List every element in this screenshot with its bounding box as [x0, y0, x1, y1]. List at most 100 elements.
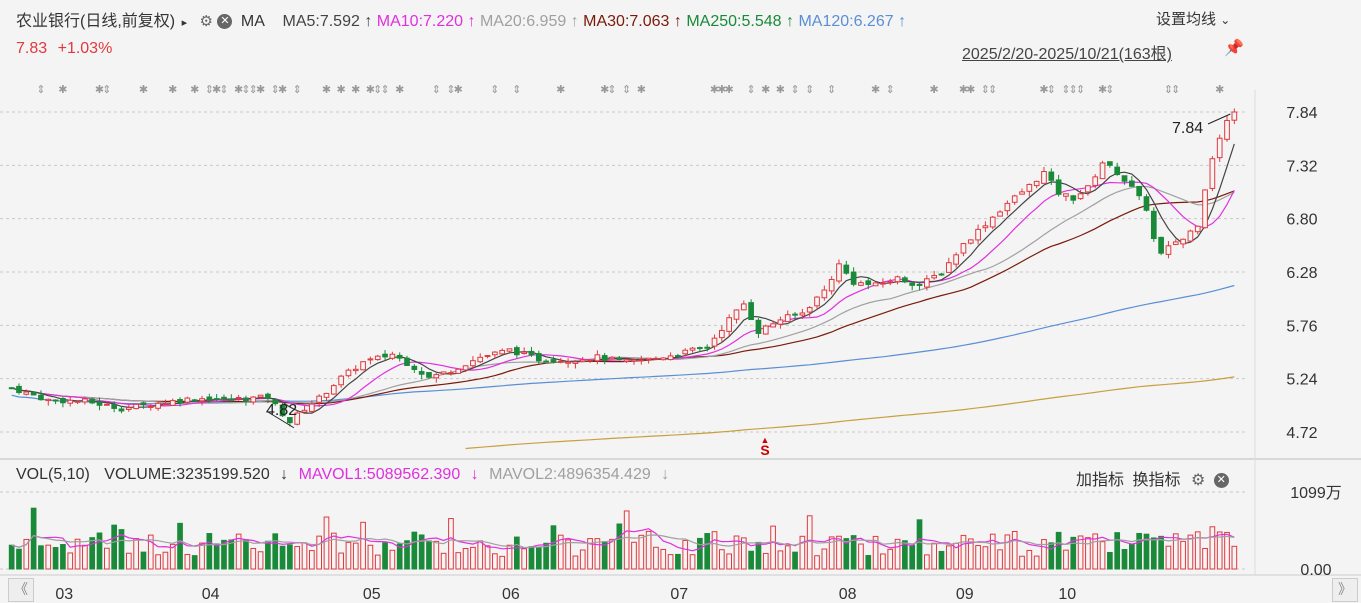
candle-body — [916, 283, 923, 286]
chart-annotations: 7.84 4.82 S▲ — [266, 113, 1231, 458]
date-range-label: 2025/2/20-2025/10/21(163根) — [962, 46, 1172, 63]
volume-bar — [96, 532, 103, 570]
pin-icon[interactable]: 📌 — [1224, 40, 1244, 57]
x-tick-label: 05 — [363, 586, 381, 603]
volume-bar — [799, 535, 806, 570]
close-icon[interactable]: ✕ — [1213, 473, 1229, 489]
candle-body — [235, 396, 242, 399]
volume-bar — [279, 545, 286, 570]
volume-bar — [1172, 533, 1179, 570]
event-marker-icon: ⇕ — [805, 83, 814, 96]
candle — [265, 392, 271, 404]
candle — [484, 354, 491, 359]
candle-body — [1224, 119, 1230, 140]
candle-body — [396, 354, 403, 359]
volume-bar — [675, 553, 681, 570]
chevron-down-icon: ⌄ — [1220, 13, 1231, 27]
gear-icon[interactable]: ⚙ — [199, 13, 213, 30]
candle-body — [1063, 193, 1069, 197]
candle — [755, 318, 762, 339]
candle-body — [1114, 166, 1121, 176]
volume-bar — [389, 549, 396, 570]
candle-body — [1121, 175, 1128, 182]
volume-bar — [718, 549, 725, 570]
candle — [1128, 176, 1135, 187]
scroll-right-button[interactable]: 》 — [1332, 578, 1358, 602]
candle — [594, 350, 601, 365]
volume-bar — [455, 552, 462, 570]
volume-bar — [1004, 534, 1011, 570]
candle-body — [1099, 162, 1106, 180]
volume-bar — [82, 544, 88, 570]
volume-bar — [1048, 542, 1055, 570]
ma20-arrow: ↑ — [570, 13, 579, 30]
volume-bar — [1085, 537, 1091, 570]
x-tick-label: 08 — [839, 586, 857, 603]
candle — [865, 277, 872, 290]
date-range[interactable]: 2025/2/20-2025/10/21(163根) — [962, 40, 1172, 64]
candle — [623, 358, 630, 364]
volume-bar — [235, 533, 242, 570]
volume-bar — [228, 539, 235, 570]
event-marker-icon: ✱ — [710, 83, 719, 96]
volume-arrow: ↓ — [280, 466, 289, 483]
volume-bar — [440, 552, 447, 570]
volume-bar — [492, 553, 498, 570]
candle — [535, 350, 542, 364]
candle-body — [492, 351, 498, 356]
candle — [404, 355, 410, 367]
volume-bar — [345, 541, 352, 570]
candle-body — [792, 313, 798, 316]
candle-body — [1128, 180, 1135, 187]
stock-title[interactable]: 农业银行(日线,前复权) — [16, 13, 176, 30]
volume-bar — [411, 531, 418, 570]
volume-bar — [594, 538, 601, 570]
candle-body — [594, 354, 601, 362]
candle — [740, 300, 747, 311]
event-marker-icon: ⇕ — [827, 83, 836, 96]
candle — [16, 383, 22, 395]
candle-body — [411, 365, 418, 370]
add-indicator-button[interactable]: 加指标 — [1076, 472, 1125, 489]
candle-body — [147, 405, 154, 408]
event-marker-icon: ⇕ — [102, 83, 111, 96]
candle-body — [733, 309, 740, 320]
candle — [1202, 189, 1208, 229]
volume-bar — [52, 547, 59, 570]
candle-body — [1216, 137, 1223, 159]
candle-body — [1070, 195, 1077, 201]
candle-body — [382, 353, 388, 358]
candle — [550, 356, 557, 364]
ma-settings-button[interactable]: 设置均线 ⌄ — [1156, 8, 1230, 29]
candle — [777, 316, 784, 329]
scroll-left-button[interactable]: 《 — [8, 578, 34, 602]
close-icon[interactable]: ✕ — [217, 14, 233, 30]
event-marker-icon: ✱ — [168, 83, 177, 96]
volume-bar — [689, 554, 696, 570]
candle-body — [30, 391, 37, 396]
volume-bar — [623, 510, 630, 570]
candle-body — [762, 325, 769, 335]
candle-body — [645, 357, 652, 361]
candle-body — [323, 392, 330, 398]
candle-body — [945, 262, 952, 273]
candle-body — [213, 398, 220, 401]
candle-body — [1209, 158, 1216, 189]
candle — [426, 372, 432, 379]
candle — [294, 410, 301, 426]
event-marker-icon: ✱ — [366, 83, 375, 96]
candle-body — [967, 239, 974, 244]
candle — [155, 401, 161, 411]
volume-bar — [147, 534, 154, 570]
volume-bar — [631, 541, 637, 570]
volume-bar — [909, 544, 916, 570]
title-arrow-icon[interactable]: ▸ — [181, 17, 188, 29]
candle — [499, 348, 506, 356]
switch-indicator-button[interactable]: 换指标 — [1132, 472, 1181, 489]
gear-icon[interactable]: ⚙ — [1190, 472, 1206, 489]
candle — [316, 394, 323, 408]
event-marker-icon: ✱ — [95, 83, 104, 96]
settings-label: 设置均线 — [1156, 11, 1217, 28]
volume-bar — [667, 554, 674, 570]
